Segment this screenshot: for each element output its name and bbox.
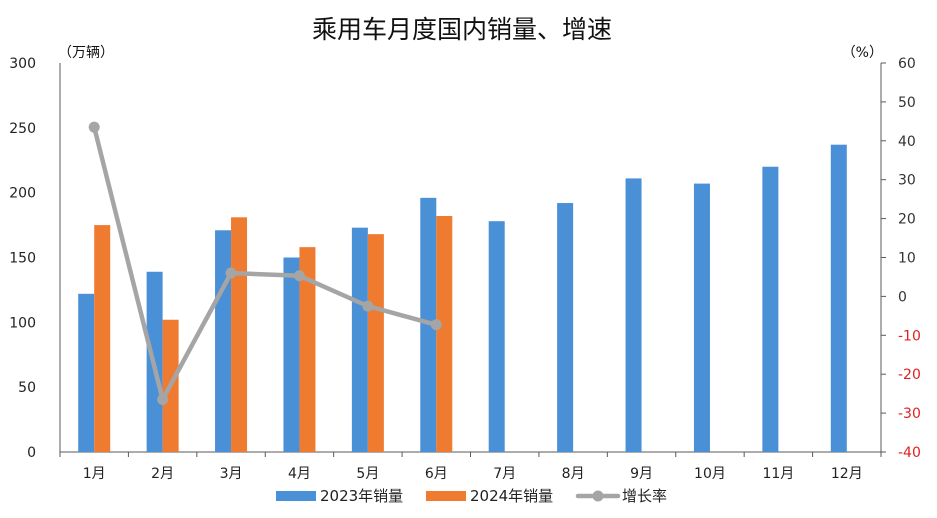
legend: 2023年销量 2024年销量 增长率 [276,487,667,505]
bar-2023-12 [830,144,847,452]
bar-2023-10 [693,183,710,452]
x-tick-label-11: 12月 [831,466,863,482]
x-tick-label-7: 8月 [562,466,585,482]
legend-label-2: 2024年销量 [470,487,553,505]
left-tick-label-5: 250 [9,121,36,137]
right-tick-label-2: -20 [898,367,921,383]
growth-point-4 [293,270,305,282]
right-tick-label-3: -10 [898,328,921,344]
x-tick-label-9: 10月 [694,466,726,482]
left-tick-label-3: 150 [9,251,36,267]
growth-point-2 [157,393,169,405]
growth-point-5 [362,300,374,312]
left-axis-unit: （万辆） [58,45,114,61]
bar-2023-3 [215,230,232,452]
x-tick-label-6: 7月 [493,466,516,482]
legend-swatch-2 [426,491,466,501]
right-tick-label-7: 30 [898,173,916,189]
right-tick-label-9: 50 [898,95,916,111]
bar-2023-9 [625,178,642,453]
x-tick-label-5: 6月 [425,466,448,482]
bar-2023-11 [762,166,779,452]
bars-group [78,144,847,453]
left-tick-label-0: 0 [27,445,36,461]
right-tick-label-10: 60 [898,56,916,72]
bar-2024-5 [367,234,384,452]
bar-2023-1 [78,293,95,452]
bar-2023-8 [557,203,574,452]
right-axis-unit: （%） [842,45,883,61]
growth-point-3 [225,267,237,279]
legend-label-3: 增长率 [622,487,667,505]
legend-marker-3 [592,490,604,502]
left-tick-label-1: 50 [18,380,36,396]
x-tick-label-10: 11月 [762,466,794,482]
left-tick-label-2: 100 [9,315,36,331]
bar-2023-4 [283,257,300,452]
x-tick-label-0: 1月 [83,466,106,482]
x-tick-label-1: 2月 [151,466,174,482]
bar-2023-7 [488,221,505,452]
axes-group: 0 50 100 150 200 250 300 -40 -30 -20 -10 0 10 20 30 40 5… [9,56,921,482]
growth-line [91,124,439,402]
chart-title: 乘用车月度国内销量、增速 [312,15,612,44]
right-tick-label-0: -40 [898,445,921,461]
legend-label-1: 2023年销量 [320,487,403,505]
bar-2024-1 [94,225,111,452]
legend-swatch-1 [276,491,316,501]
left-tick-label-6: 300 [9,56,36,72]
x-tick-label-4: 5月 [356,466,379,482]
growth-point-1 [88,121,100,133]
x-tick-label-3: 4月 [288,466,311,482]
right-tick-label-8: 40 [898,134,916,150]
bar-2024-3 [231,217,248,452]
right-tick-label-6: 20 [898,212,916,228]
x-tick-label-8: 9月 [630,466,653,482]
right-tick-label-1: -30 [898,406,921,422]
bar-2023-5 [351,227,368,452]
right-tick-label-4: 0 [898,289,907,305]
bar-2024-6 [436,216,453,452]
growth-point-6 [430,319,442,331]
growth-line-group [88,121,442,405]
left-tick-label-4: 200 [9,186,36,202]
bar-2024-4 [299,247,316,452]
right-tick-label-5: 10 [898,251,916,267]
x-tick-label-2: 3月 [220,466,243,482]
